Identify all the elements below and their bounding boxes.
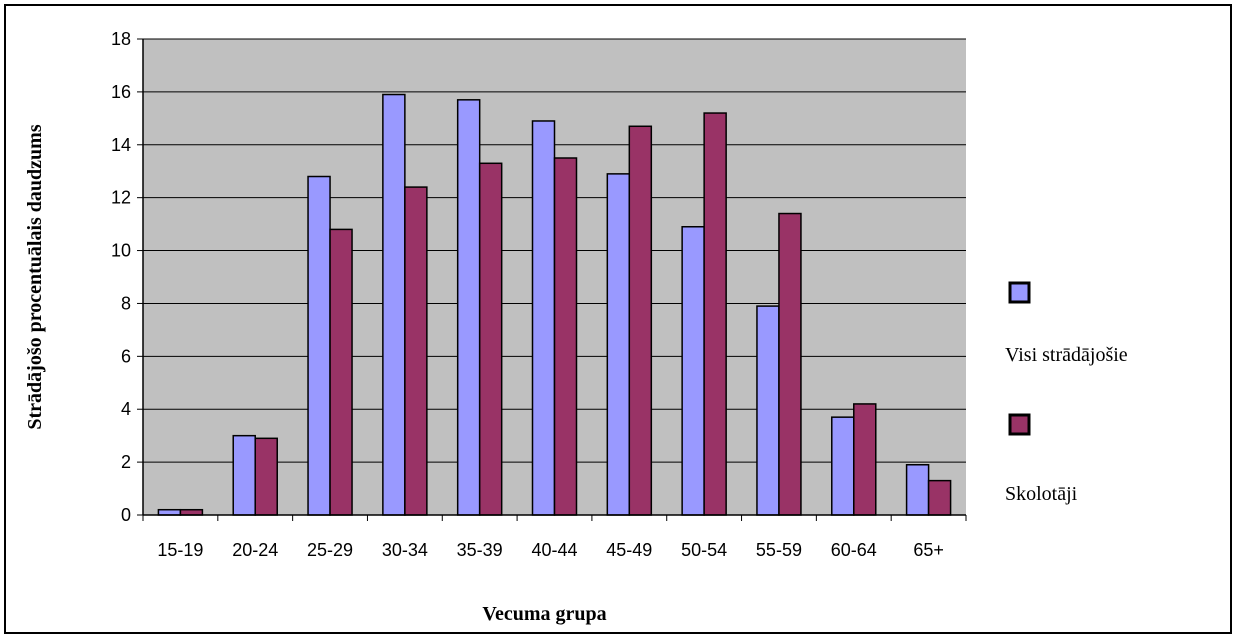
bar-skolotaji-15-19 — [179, 508, 204, 516]
bar-skolotaji-65+ — [927, 479, 952, 516]
y-tick-label: 6 — [121, 346, 131, 366]
y-tick-label: 10 — [111, 241, 131, 261]
bar-skolotaji-30-34 — [404, 186, 428, 516]
bar-skolotaji-25-29 — [329, 228, 353, 516]
legend-label-skolotaji: Skolotāji — [1005, 483, 1078, 505]
x-tick-label: 15-19 — [157, 540, 203, 560]
bar-visi-stradajosie-50-54 — [681, 226, 705, 516]
x-tick-label: 25-29 — [307, 540, 353, 560]
y-tick-label: 0 — [121, 505, 131, 525]
bar-skolotaji-20-24 — [254, 437, 278, 516]
bar-visi-stradajosie-15-19 — [157, 508, 182, 516]
bars — [157, 93, 952, 516]
x-tick-label: 50-54 — [681, 540, 727, 560]
y-tick-label: 2 — [121, 452, 131, 472]
y-tick-label: 14 — [111, 135, 131, 155]
bar-visi-stradajosie-35-39 — [456, 99, 481, 516]
legend-swatch-visi-stradajosie — [1008, 281, 1031, 304]
y-tick-labels: 0 2 4 6 8 10 12 14 16 18 — [111, 29, 143, 525]
bar-visi-stradajosie-65+ — [905, 464, 930, 516]
x-tick-label: 20-24 — [232, 540, 278, 560]
bar-skolotaji-55-59 — [778, 212, 802, 516]
legend: Visi strādājošie Skolotāji — [1005, 281, 1128, 505]
y-tick-label: 16 — [111, 82, 131, 102]
legend-label-visi-stradajosie: Visi strādājošie — [1005, 344, 1128, 366]
bar-skolotaji-40-44 — [553, 157, 578, 516]
bar-visi-stradajosie-55-59 — [756, 305, 780, 516]
y-tick-label: 8 — [121, 293, 131, 313]
bar-visi-stradajosie-40-44 — [531, 120, 556, 516]
x-axis-title: Vecuma grupa — [482, 603, 606, 625]
bar-skolotaji-60-64 — [853, 403, 877, 516]
y-tick-label: 12 — [111, 188, 131, 208]
bar-visi-stradajosie-30-34 — [382, 93, 406, 516]
x-tick-labels: 15-19 20-24 25-29 30-34 35-39 40-44 45-49 50-54… — [157, 540, 943, 560]
bar-visi-stradajosie-60-64 — [831, 416, 855, 516]
x-tick-label: 60-64 — [831, 540, 877, 560]
x-tick-label: 35-39 — [457, 540, 503, 560]
x-tick-label: 40-44 — [531, 540, 577, 560]
x-tick-label: 55-59 — [756, 540, 802, 560]
bar-visi-stradajosie-20-24 — [232, 434, 256, 516]
x-tick-label: 30-34 — [382, 540, 428, 560]
legend-swatch-skolotaji — [1008, 413, 1031, 436]
y-axis-title: Strādājošo procentuālais daudzums — [24, 124, 46, 429]
y-tick-label: 18 — [111, 29, 131, 49]
axes — [142, 39, 967, 521]
bar-visi-stradajosie-45-49 — [606, 173, 631, 516]
bar-visi-stradajosie-25-29 — [307, 175, 331, 516]
bar-skolotaji-50-54 — [703, 112, 727, 516]
x-tick-label: 65+ — [913, 540, 944, 560]
y-tick-label: 4 — [121, 399, 131, 419]
bar-skolotaji-35-39 — [478, 162, 503, 516]
bar-skolotaji-45-49 — [628, 125, 653, 516]
x-tick-label: 45-49 — [606, 540, 652, 560]
